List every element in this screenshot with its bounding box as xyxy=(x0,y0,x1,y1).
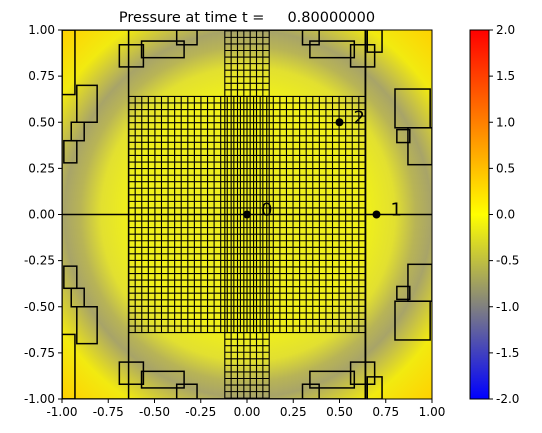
x-tick-label: 0.25 xyxy=(280,405,307,419)
colorbar-tick-label: -2.0 xyxy=(496,392,519,406)
colorbar-tick-label: -0.5 xyxy=(496,254,519,268)
mesh-patch xyxy=(349,361,376,385)
colorbar-tick-label: -1.0 xyxy=(496,300,519,314)
x-tick-label: 0.75 xyxy=(372,405,399,419)
y-tick-label: 0.50 xyxy=(28,115,55,129)
y-tick-label: -1.00 xyxy=(24,392,55,406)
mesh-patch xyxy=(70,287,85,308)
x-tick-label: -0.75 xyxy=(93,405,124,419)
gauge-label: 2 xyxy=(354,107,365,128)
x-tick-label: 0.50 xyxy=(326,405,353,419)
x-tick-label: -0.50 xyxy=(139,405,170,419)
mesh-patch xyxy=(407,263,432,302)
y-tick-label: -0.50 xyxy=(24,300,55,314)
mesh-patch xyxy=(118,361,145,385)
mesh-patch xyxy=(349,44,376,68)
colorbar xyxy=(469,29,490,400)
colorbar-tick-label: 0.0 xyxy=(496,208,515,222)
colorbar-tick-label: 1.0 xyxy=(496,115,515,129)
chart-title: Pressure at time t = 0.80000000 xyxy=(119,10,375,26)
mesh-patch xyxy=(301,30,320,46)
y-tick-label: 0.00 xyxy=(28,208,55,222)
colorbar-tick-label: 2.0 xyxy=(496,23,515,37)
x-tick-label: -1.00 xyxy=(46,405,77,419)
x-tick-label: -0.25 xyxy=(185,405,216,419)
colorbar-tick-label: 0.5 xyxy=(496,161,515,175)
gauge-marker xyxy=(372,210,381,219)
mesh-patch xyxy=(76,84,98,123)
mesh-patch xyxy=(309,40,356,59)
mesh-patch xyxy=(175,30,198,46)
mesh-patch xyxy=(396,285,411,301)
x-axis: -1.00 -0.75 -0.50 -0.25 0.00 0.25 0.50 0.75 1.00 xyxy=(46,399,445,419)
mesh-patch xyxy=(62,30,76,96)
mesh-patch xyxy=(407,127,432,166)
mesh-patch xyxy=(63,265,78,290)
y-tick-label: -0.25 xyxy=(24,254,55,268)
x-tick-label: 1.00 xyxy=(419,405,446,419)
mesh-patch xyxy=(70,121,85,142)
colorbar-tick-label: -1.5 xyxy=(496,346,519,360)
mesh-patch xyxy=(309,370,356,389)
mesh-patch xyxy=(140,370,185,389)
mesh-patch xyxy=(118,44,145,68)
mesh-patch xyxy=(396,128,411,144)
colorbar-tick-label: 1.5 xyxy=(496,69,515,83)
y-tick-label: 0.75 xyxy=(28,69,55,83)
mesh-patch xyxy=(140,40,185,59)
mesh-patch xyxy=(63,139,78,164)
y-axis: -1.00 -0.75 -0.50 -0.25 0.00 0.25 0.50 0.75 1.00 xyxy=(24,23,62,406)
mesh-patch xyxy=(76,306,98,345)
gauges: 0 1 2 xyxy=(243,107,402,221)
x-tick-label: 0.00 xyxy=(234,405,261,419)
colorbar-axis: -2.0 -1.5 -1.0 -0.5 0.0 0.5 1.0 1.5 2.0 xyxy=(489,23,519,406)
y-tick-label: 0.25 xyxy=(28,161,55,175)
y-tick-label: 1.00 xyxy=(28,23,55,37)
gauge-marker xyxy=(335,118,344,127)
y-tick-label: -0.75 xyxy=(24,346,55,360)
gauge-label: 1 xyxy=(391,200,402,221)
gauge-marker xyxy=(243,210,251,219)
gauge-label: 0 xyxy=(261,200,272,221)
